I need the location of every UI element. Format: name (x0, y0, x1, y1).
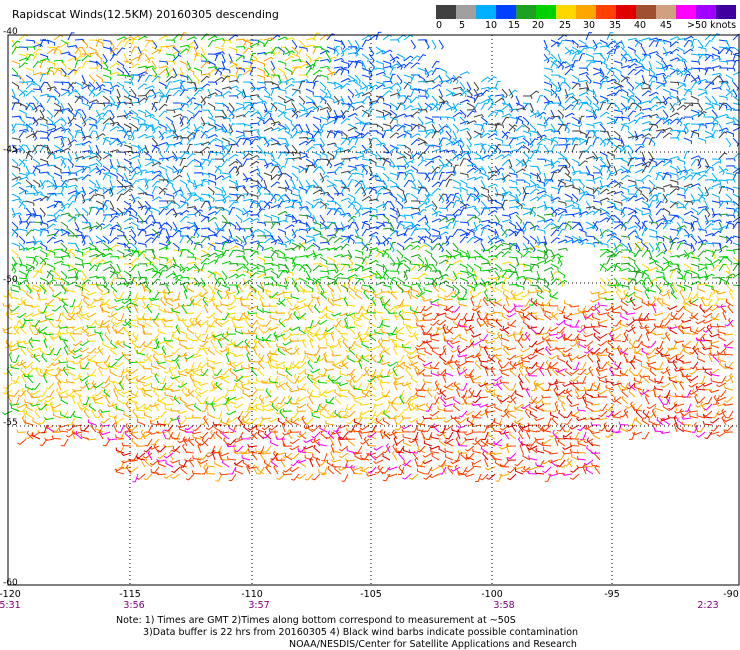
legend-label: 25 (559, 20, 572, 31)
legend-swatch (616, 5, 636, 19)
legend-swatch (676, 5, 696, 19)
legend-label: 15 (508, 20, 521, 31)
lon-label: -100 (481, 589, 503, 600)
legend-label: 45 (660, 20, 673, 31)
legend-swatch (696, 5, 716, 19)
note-line-2: 3)Data buffer is 22 hrs from 20160305 4)… (143, 627, 579, 638)
lat-label: -55 (3, 418, 18, 428)
note-line-3: NOAA/NESDIS/Center for Satellite Applica… (289, 639, 577, 650)
legend-swatch (716, 5, 736, 19)
time-label: 3:58 (493, 600, 515, 611)
lon-label: -110 (241, 589, 263, 600)
legend-swatch (496, 5, 516, 19)
wind-barb-group (11, 75, 729, 218)
legend-label: >50 knots (687, 20, 737, 31)
legend-label: 0 (436, 20, 443, 31)
lat-label: -60 (3, 578, 18, 588)
wind-barb-group (46, 300, 734, 483)
legend-swatch (516, 5, 536, 19)
time-label: 3:57 (248, 600, 270, 611)
wind-speed-color-legend (436, 5, 736, 19)
lat-label: -45 (3, 145, 18, 155)
lon-label: -90 (723, 589, 739, 600)
legend-swatch (476, 5, 496, 19)
legend-swatch (436, 5, 456, 19)
wind-barb-group (11, 31, 740, 253)
legend-label: 5 (459, 20, 466, 31)
lon-label: -115 (119, 589, 141, 600)
legend-swatch (576, 5, 596, 19)
legend-swatch (656, 5, 676, 19)
legend-label: 40 (634, 20, 647, 31)
legend-swatch (456, 5, 476, 19)
time-label: 3:56 (123, 600, 145, 611)
lon-label: -120 (0, 589, 21, 600)
wind-barbs-layer (2, 31, 740, 483)
legend-swatch (536, 5, 556, 19)
time-label: 2:23 (697, 600, 719, 611)
wind-barb-group (32, 296, 720, 481)
legend-label: 10 (485, 20, 498, 31)
legend-swatch (596, 5, 616, 19)
time-label: 5:31 (0, 600, 21, 611)
legend-label: 30 (583, 20, 596, 31)
lat-label: -40 (3, 27, 18, 37)
lat-label: -50 (3, 275, 18, 285)
lon-label: -105 (360, 589, 382, 600)
legend-labels: 0 5 10 15 20 25 30 35 40 45 >50 knots (430, 20, 740, 32)
wind-barb-group (17, 296, 734, 482)
lon-label: -95 (604, 589, 620, 600)
legend-swatch (556, 5, 576, 19)
legend-label: 20 (532, 20, 545, 31)
map-frame (7, 34, 740, 586)
wind-barb-group (25, 206, 740, 295)
note-line-1: Note: 1) Times are GMT 2)Times along bot… (116, 615, 516, 626)
map-title: Rapidscat Winds(12.5KM) 20160305 descend… (12, 8, 279, 21)
legend-label: 35 (609, 20, 622, 31)
legend-swatch (636, 5, 656, 19)
